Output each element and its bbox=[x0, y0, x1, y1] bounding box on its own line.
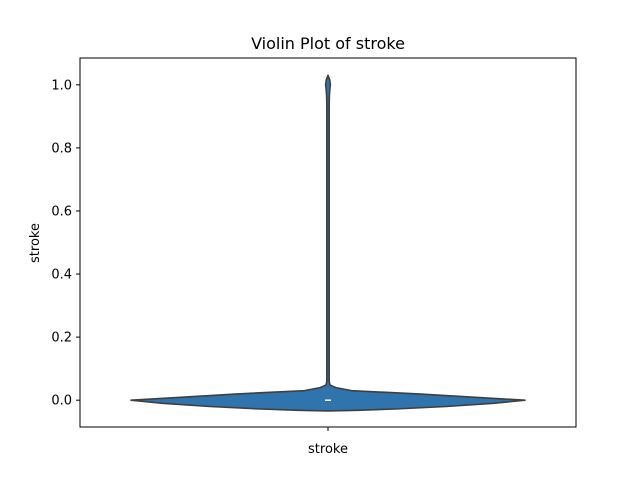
x-axis: stroke bbox=[308, 427, 348, 457]
y-tick-label: 0.8 bbox=[51, 141, 72, 156]
plot-area bbox=[131, 75, 525, 411]
y-tick-label: 0.4 bbox=[51, 268, 72, 283]
y-tick-label: 1.0 bbox=[51, 78, 72, 93]
y-axis-label: stroke bbox=[28, 223, 43, 263]
violin-body bbox=[131, 75, 525, 411]
y-tick-label: 0.2 bbox=[51, 331, 72, 346]
y-axis: 0.0 0.2 0.4 0.6 0.8 1.0 bbox=[51, 78, 80, 408]
x-tick-label: stroke bbox=[308, 442, 348, 457]
y-tick-label: 0.6 bbox=[51, 204, 72, 219]
y-tick-label: 0.0 bbox=[51, 394, 72, 409]
chart-title: Violin Plot of stroke bbox=[251, 34, 405, 53]
